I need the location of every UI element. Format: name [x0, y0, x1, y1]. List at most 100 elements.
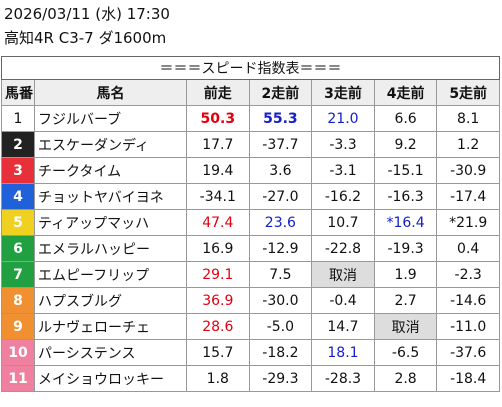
speed-index: 14.7: [311, 313, 375, 340]
speed-index: 6.6: [373, 105, 438, 132]
race-info: 高知4R C3-7 ダ1600m: [4, 29, 167, 47]
speed-index: 1.9: [373, 261, 438, 288]
table-row: 3 チークタイム 19.4 3.6 -3.1 -15.1 -30.9: [1, 157, 500, 184]
horse-number: 7: [1, 261, 35, 288]
horse-name: ルナヴェローチェ: [34, 313, 187, 340]
speed-index: 28.6: [186, 313, 250, 340]
speed-index: 3.6: [248, 157, 313, 184]
table-row: 9 ルナヴェローチェ 28.6 -5.0 14.7 取消 -11.0: [1, 313, 500, 340]
horse-number: 3: [1, 157, 35, 184]
horse-number: 8: [1, 287, 35, 314]
horse-name: エメラルハッピー: [34, 235, 187, 262]
table-row: 1 フジルバーブ 50.3 55.3 21.0 6.6 8.1: [1, 105, 500, 132]
column-header: 3走前: [311, 79, 375, 106]
speed-index: -37.7: [248, 131, 313, 158]
table-row: 4 チョットヤバイヨネ -34.1 -27.0 -16.2 -16.3 -17.4: [1, 183, 500, 210]
table-row: 11 メイショウロッキー 1.8 -29.3 -28.3 2.8 -18.4: [1, 365, 500, 392]
speed-index: 29.1: [186, 261, 250, 288]
speed-index: -29.3: [248, 365, 313, 392]
column-header: 4走前: [373, 79, 438, 106]
speed-index: 9.2: [373, 131, 438, 158]
speed-index: 10.7: [311, 209, 375, 236]
speed-index: -16.2: [311, 183, 375, 210]
speed-index: -18.2: [248, 339, 313, 366]
speed-index: 15.7: [186, 339, 250, 366]
horse-name: チョットヤバイヨネ: [34, 183, 187, 210]
horse-number: 1: [1, 105, 35, 132]
column-header: 馬番: [1, 79, 35, 106]
horse-name: エスケーダンディ: [34, 131, 187, 158]
table-row: 5 ティアップマッハ 47.4 23.6 10.7 *16.4 *21.9: [1, 209, 500, 236]
speed-index: 50.3: [186, 105, 250, 132]
speed-index: -14.6: [436, 287, 500, 314]
speed-table: ＝＝＝スピード指数表＝＝＝ 馬番 馬名 前走 2走前 3走前 4走前 5走前 1 フジルバーブ…: [1, 56, 500, 392]
horse-number: 6: [1, 235, 35, 262]
speed-index: 36.9: [186, 287, 250, 314]
horse-name: ティアップマッハ: [34, 209, 187, 236]
speed-index: -2.3: [436, 261, 500, 288]
speed-index: 取消: [373, 313, 438, 340]
horse-name: パーシステンス: [34, 339, 187, 366]
speed-index: 7.5: [248, 261, 313, 288]
table-row: 10 パーシステンス 15.7 -18.2 18.1 -6.5 -37.6: [1, 339, 500, 366]
horse-number: 11: [1, 365, 35, 392]
speed-index: 取消: [311, 261, 375, 288]
speed-index: -30.9: [436, 157, 500, 184]
speed-index: -19.3: [373, 235, 438, 262]
speed-index: 8.1: [436, 105, 500, 132]
speed-index: *21.9: [436, 209, 500, 236]
horse-number: 5: [1, 209, 35, 236]
horse-number: 2: [1, 131, 35, 158]
speed-index: -6.5: [373, 339, 438, 366]
speed-index: -12.9: [248, 235, 313, 262]
speed-index: -3.1: [311, 157, 375, 184]
horse-name: ハプスブルグ: [34, 287, 187, 314]
speed-index: -37.6: [436, 339, 500, 366]
column-header: 2走前: [248, 79, 313, 106]
speed-index: -17.4: [436, 183, 500, 210]
speed-index: 18.1: [311, 339, 375, 366]
speed-index: -18.4: [436, 365, 500, 392]
speed-index: -11.0: [436, 313, 500, 340]
horse-number: 9: [1, 313, 35, 340]
speed-index: -22.8: [311, 235, 375, 262]
speed-index: -34.1: [186, 183, 250, 210]
speed-index: -5.0: [248, 313, 313, 340]
speed-index: 2.8: [373, 365, 438, 392]
table-row: 7 エムピーフリップ 29.1 7.5 取消 1.9 -2.3: [1, 261, 500, 288]
speed-index: -30.0: [248, 287, 313, 314]
speed-index: 17.7: [186, 131, 250, 158]
column-header: 5走前: [436, 79, 500, 106]
horse-name: エムピーフリップ: [34, 261, 187, 288]
speed-index: 1.2: [436, 131, 500, 158]
speed-index: -28.3: [311, 365, 375, 392]
table-row: 6 エメラルハッピー 16.9 -12.9 -22.8 -19.3 0.4: [1, 235, 500, 262]
horse-name: チークタイム: [34, 157, 187, 184]
speed-index: 1.8: [186, 365, 250, 392]
horse-number: 4: [1, 183, 35, 210]
speed-index: 19.4: [186, 157, 250, 184]
speed-index: 21.0: [311, 105, 375, 132]
table-row: 8 ハプスブルグ 36.9 -30.0 -0.4 2.7 -14.6: [1, 287, 500, 314]
speed-index: -0.4: [311, 287, 375, 314]
column-header: 前走: [186, 79, 250, 106]
speed-index: -3.3: [311, 131, 375, 158]
speed-index: *16.4: [373, 209, 438, 236]
speed-index: -15.1: [373, 157, 438, 184]
column-header: 馬名: [34, 79, 187, 106]
horse-name: フジルバーブ: [34, 105, 187, 132]
speed-index: 55.3: [248, 105, 313, 132]
speed-index: -27.0: [248, 183, 313, 210]
speed-index: 2.7: [373, 287, 438, 314]
speed-index: 0.4: [436, 235, 500, 262]
speed-index: 16.9: [186, 235, 250, 262]
table-title: ＝＝＝スピード指数表＝＝＝: [1, 56, 500, 80]
speed-index: 23.6: [248, 209, 313, 236]
speed-index: -16.3: [373, 183, 438, 210]
speed-index: 47.4: [186, 209, 250, 236]
horse-number: 10: [1, 339, 35, 366]
table-row: 2 エスケーダンディ 17.7 -37.7 -3.3 9.2 1.2: [1, 131, 500, 158]
datetime: 2026/03/11 (水) 17:30: [4, 5, 170, 23]
horse-name: メイショウロッキー: [34, 365, 187, 392]
